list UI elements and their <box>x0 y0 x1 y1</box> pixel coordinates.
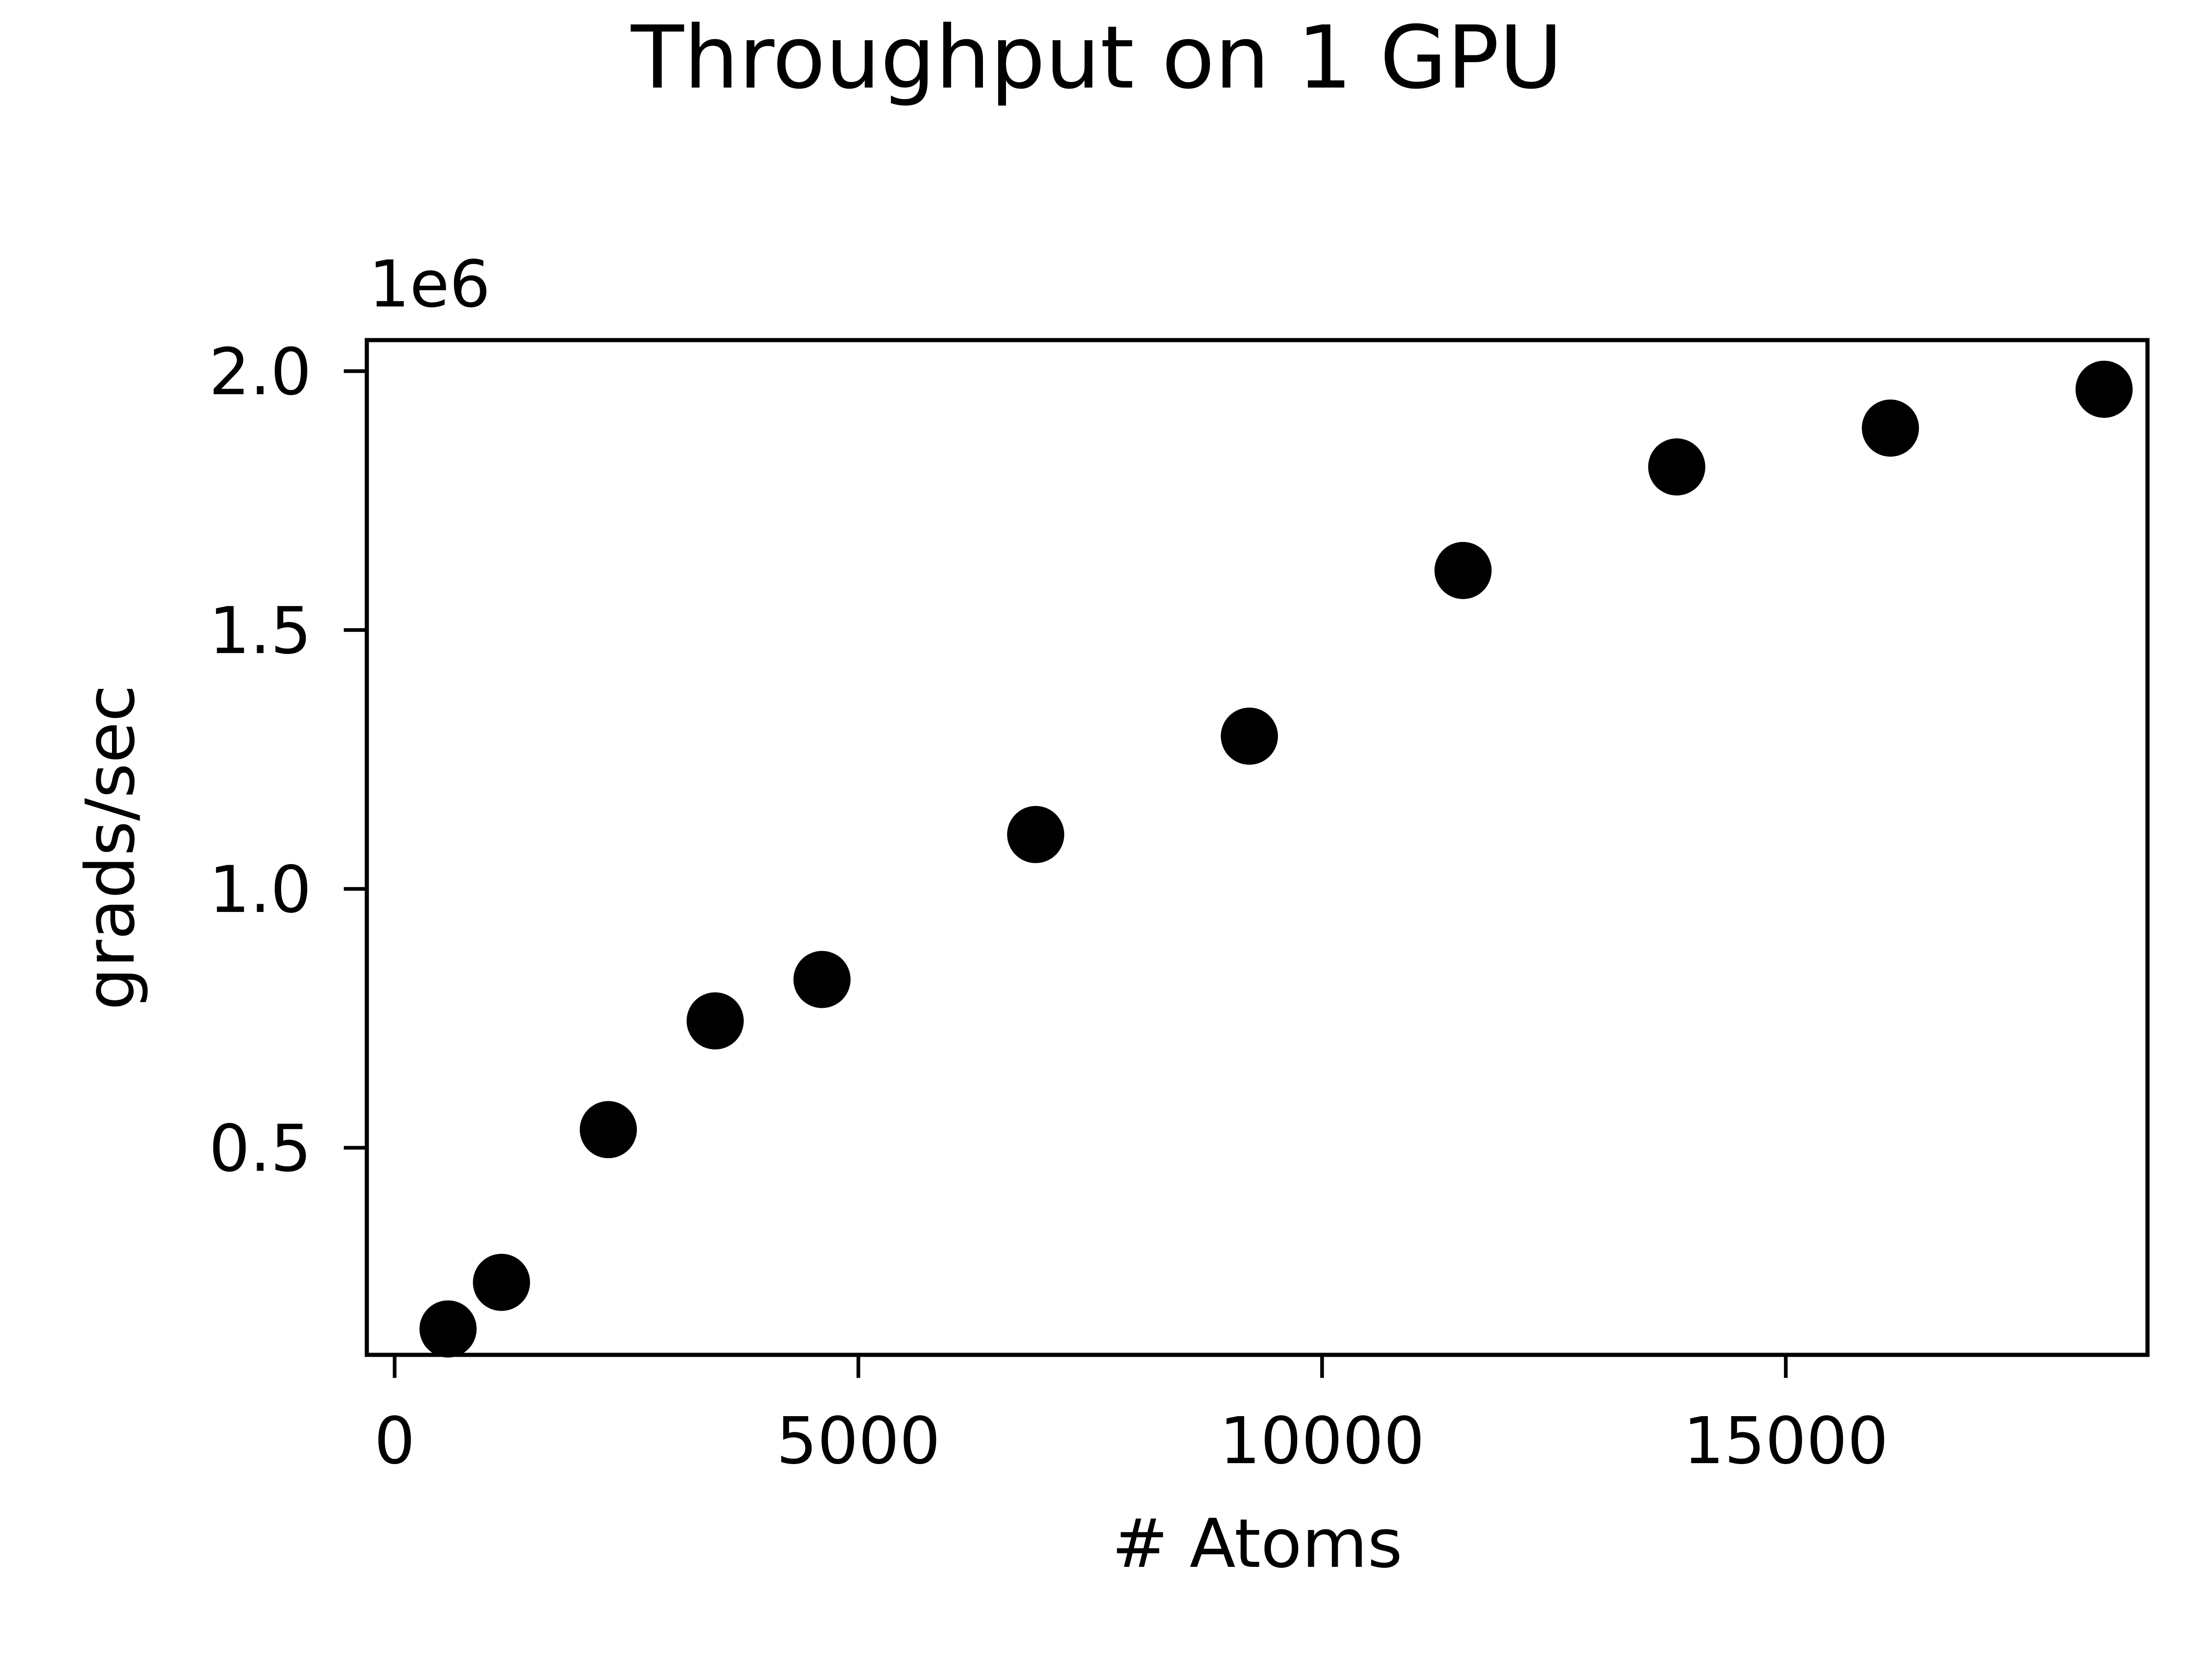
data-point <box>1648 438 1706 496</box>
x-axis-label: # Atoms <box>1112 1505 1403 1583</box>
y-tick-label: 0.5 <box>209 1112 312 1187</box>
y-tick-label: 1.5 <box>209 594 312 669</box>
x-tick-label: 10000 <box>1219 1404 1424 1479</box>
x-tick-label: 0 <box>374 1404 415 1479</box>
y-offset-label: 1e6 <box>369 247 490 322</box>
x-tick-label: 15000 <box>1683 1404 1888 1479</box>
x-axis-ticks: 0 5000 10000 15000 <box>374 1355 1888 1479</box>
data-point <box>580 1101 637 1159</box>
data-point <box>2075 360 2133 418</box>
y-axis-label: grads/sec <box>71 685 150 1010</box>
y-tick-label: 2.0 <box>209 335 312 410</box>
x-tick-label: 5000 <box>776 1404 940 1479</box>
data-point <box>1434 541 1492 599</box>
data-points <box>419 360 2133 1358</box>
plot-frame <box>365 338 2150 1357</box>
y-tick-label: 1.0 <box>209 853 312 928</box>
y-axis-ticks: 0.5 1.0 1.5 2.0 <box>209 335 367 1187</box>
data-point <box>419 1300 477 1358</box>
chart-title: Throughput on 1 GPU <box>630 7 1563 108</box>
data-point <box>1221 707 1278 765</box>
data-point <box>686 992 744 1050</box>
data-point <box>1007 806 1065 863</box>
data-point <box>793 951 851 1008</box>
data-point <box>473 1253 530 1311</box>
data-point <box>1862 399 1919 457</box>
